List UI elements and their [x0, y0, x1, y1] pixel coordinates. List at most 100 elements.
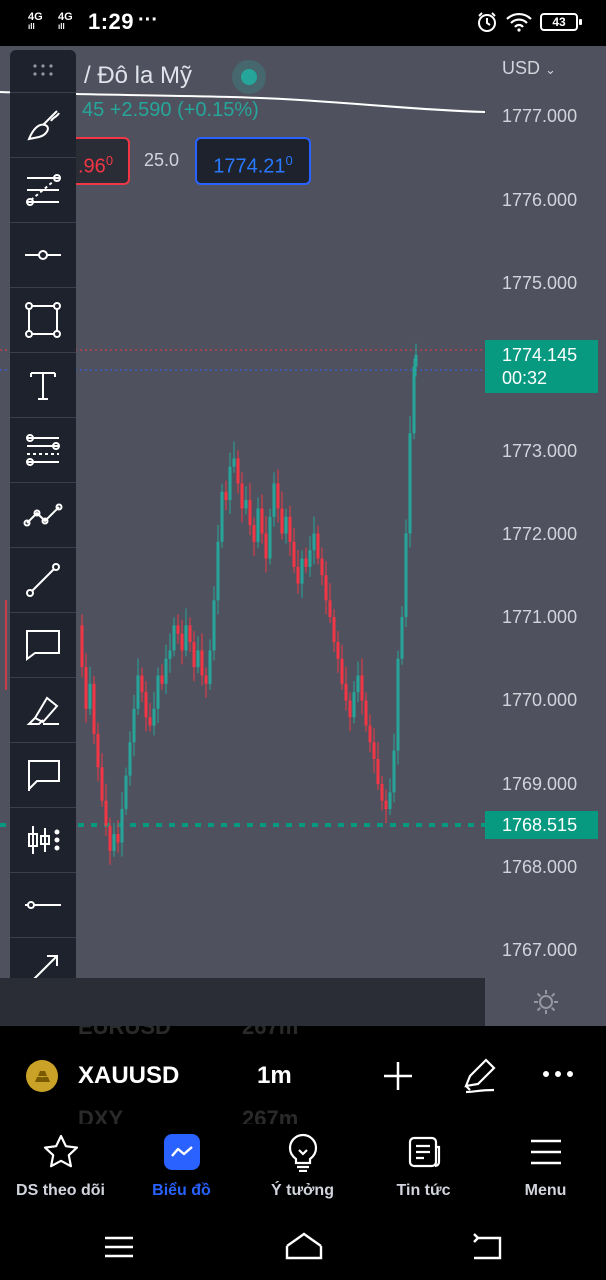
candle-body — [88, 683, 92, 709]
interval-button[interactable]: 1m — [257, 1062, 292, 1089]
candle-body — [404, 533, 408, 617]
candle-body — [372, 742, 376, 759]
candle-body — [168, 650, 172, 659]
currency-selector[interactable]: USD ⌄ — [502, 58, 556, 78]
chart-settings-button[interactable] — [485, 978, 606, 1026]
price-tick-label: 1776.000 — [502, 190, 578, 210]
nav-ideas-label: Ý tưởng — [271, 1182, 334, 1199]
candle-body — [124, 775, 128, 810]
watchlist-peek: EURUSD 267m DXY 267m — [0, 1026, 606, 1124]
zigzag-icon — [23, 503, 63, 527]
zigzag-tool[interactable] — [10, 482, 76, 547]
candle-body — [408, 433, 412, 534]
fib-channel-tool[interactable] — [10, 417, 76, 482]
candle-body — [148, 717, 152, 726]
candle-body — [136, 675, 140, 709]
candle-body — [212, 600, 216, 651]
candle-body — [380, 784, 384, 801]
chart-footer-strip — [0, 978, 485, 1026]
symbol-title: / Đô la Mỹ — [84, 62, 193, 89]
candle-body — [400, 617, 404, 659]
price-tick-label: 1767.000 — [502, 940, 578, 960]
text-tool[interactable] — [10, 352, 76, 417]
more-dots-icon[interactable] — [540, 1062, 576, 1086]
chart-line-icon — [163, 1134, 200, 1170]
drag-handle-icon[interactable] — [10, 50, 76, 90]
long-short-position-tool[interactable] — [10, 807, 76, 872]
candle-body — [208, 650, 212, 684]
price-tick-label: 1773.000 — [502, 441, 578, 461]
candle-body — [344, 683, 348, 701]
candle-body — [216, 541, 220, 601]
candle-body — [196, 650, 200, 668]
price-tick-label: 1772.000 — [502, 524, 578, 544]
candle-body — [240, 483, 244, 509]
candle-body — [80, 625, 84, 668]
horizontal-line-tool[interactable] — [10, 872, 76, 937]
network-indicator-1: 4G ıll — [28, 11, 43, 32]
highlighter-tool[interactable] — [10, 677, 76, 742]
candle-body — [288, 516, 292, 542]
pen-icon[interactable] — [460, 1056, 500, 1096]
price-tick-label: 1775.000 — [502, 273, 578, 293]
candle-body — [96, 733, 100, 768]
candle-body — [336, 642, 340, 659]
candle-body — [108, 825, 112, 851]
candle-body — [268, 516, 272, 559]
back-icon[interactable] — [470, 1230, 504, 1264]
gold-bars-icon — [26, 1060, 58, 1092]
buy-button[interactable]: 1774.210 — [195, 137, 311, 185]
price-tick-label: 1769.000 — [502, 774, 578, 794]
candle-body — [152, 708, 156, 726]
candle-body — [356, 675, 360, 693]
candle-body — [156, 675, 160, 709]
candle-body — [228, 466, 232, 501]
clock: 1:29 — [88, 9, 135, 34]
nav-menu[interactable]: Menu — [485, 1124, 606, 1214]
nav-watchlist[interactable]: DS theo dõi — [0, 1124, 121, 1214]
nav-news[interactable]: Tin tức — [363, 1124, 484, 1214]
candle-body — [188, 625, 192, 643]
brush-tool[interactable] — [10, 92, 76, 157]
battery-indicator: 43 — [540, 13, 582, 31]
candle-body — [104, 800, 108, 826]
candle-body — [388, 792, 392, 810]
callout-tool[interactable] — [10, 612, 76, 677]
candle-body — [164, 658, 168, 684]
nav-ideas[interactable]: Ý tưởng — [242, 1124, 363, 1214]
horizontal-ray-icon — [25, 250, 61, 260]
candle-body — [352, 692, 356, 718]
fib-retracement-tool[interactable] — [10, 157, 76, 222]
candle-body — [414, 354, 418, 367]
peek-value-1: 267m — [242, 1026, 299, 1039]
candle-body — [280, 508, 284, 534]
home-icon[interactable] — [285, 1230, 323, 1264]
price-tick-label: 1770.000 — [502, 690, 578, 710]
candlestick-chart[interactable] — [0, 46, 485, 978]
candle-body — [92, 683, 96, 734]
horizontal-ray-tool[interactable] — [10, 222, 76, 287]
candle-body — [392, 750, 396, 793]
market-open-indicator[interactable] — [241, 69, 257, 85]
nav-chart[interactable]: Biểu đồ — [121, 1124, 242, 1214]
status-more: ··· — [138, 9, 158, 31]
rectangle-icon — [25, 302, 61, 338]
spread-value: 25.0 — [144, 150, 180, 170]
peek-symbol-2: DXY — [78, 1106, 124, 1124]
price-change: 45 +2.590 (+0.15%) — [82, 99, 259, 121]
plus-icon[interactable] — [380, 1058, 416, 1094]
brush-stroke-drawing[interactable] — [0, 91, 485, 113]
price-tick-label: 1768.000 — [502, 857, 578, 877]
trend-line-tool[interactable] — [10, 547, 76, 612]
sell-button[interactable]: .960 — [74, 137, 130, 185]
recent-apps-icon[interactable] — [102, 1230, 136, 1264]
flag-note-tool[interactable] — [10, 742, 76, 807]
candle-body — [160, 675, 164, 684]
rectangle-tool[interactable] — [10, 287, 76, 352]
candle-body — [248, 500, 252, 526]
candle-body — [244, 500, 248, 509]
candle-body — [180, 633, 184, 651]
candle-body — [116, 834, 120, 843]
symbol-name-button[interactable]: XAUUSD — [78, 1062, 180, 1089]
candle-body — [220, 491, 224, 542]
